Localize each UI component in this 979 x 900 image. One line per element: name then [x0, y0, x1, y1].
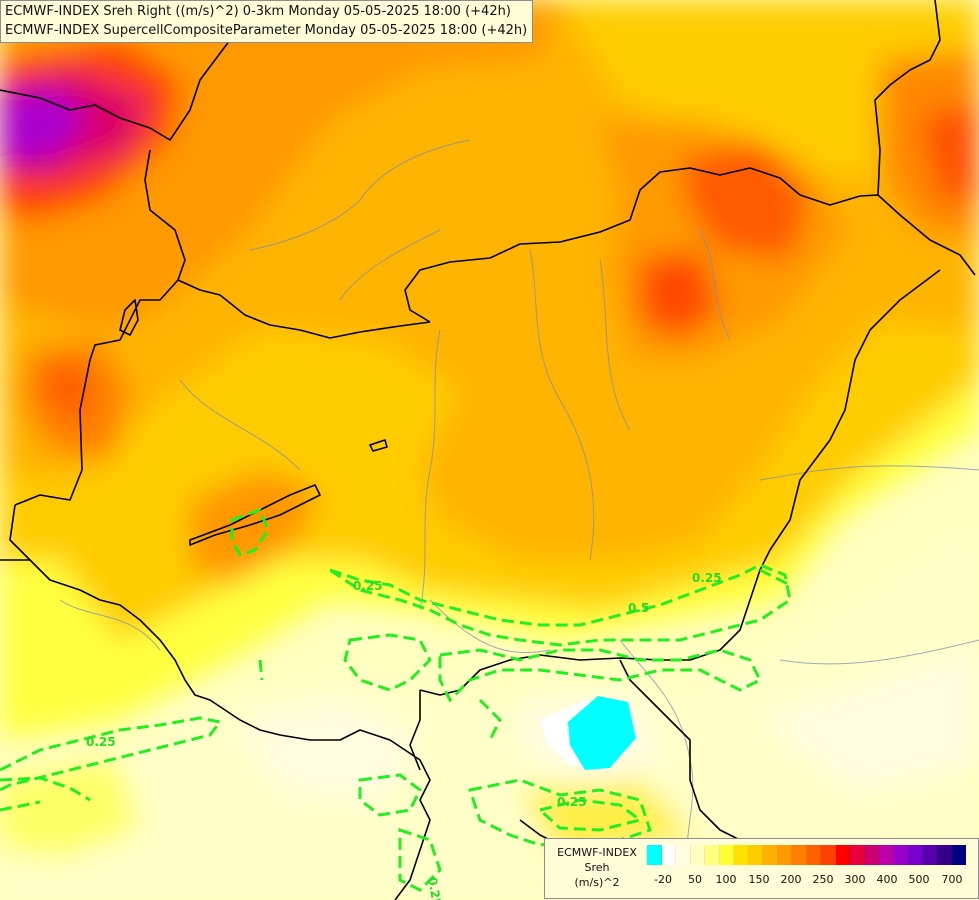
legend-tick-label: 50 [688, 873, 702, 886]
legend-tick-label: 250 [812, 873, 834, 886]
legend-title: ECMWF-INDEX Sreh (m/s)^2 [551, 845, 643, 890]
legend-swatch [777, 845, 792, 865]
negative-sreh-spot [540, 696, 636, 770]
legend-swatch [850, 845, 865, 865]
legend-swatch [821, 845, 836, 865]
contour-label: 0.5 [628, 601, 649, 615]
legend-swatch [922, 845, 937, 865]
legend-tick-label: 150 [748, 873, 770, 886]
legend-swatch [908, 845, 923, 865]
legend-swatch [748, 845, 763, 865]
legend-tick-label: 400 [876, 873, 898, 886]
legend-ticks: -20 50 100 150 200 250 300 400 500 700 [643, 873, 973, 889]
legend-swatch [719, 845, 734, 865]
title-line-1: ECMWF-INDEX Sreh Right ((m/s)^2) 0-3km M… [5, 4, 511, 19]
contour-label: 0.25 [692, 571, 722, 585]
legend-swatch [893, 845, 908, 865]
color-legend: ECMWF-INDEX Sreh (m/s)^2 -20 50 100 150 200 2… [544, 838, 979, 899]
legend-swatch [835, 845, 850, 865]
legend-swatch [734, 845, 749, 865]
legend-swatch [647, 845, 662, 865]
legend-swatch [951, 845, 966, 865]
legend-swatches [647, 845, 966, 865]
legend-swatch [864, 845, 879, 865]
legend-swatch [879, 845, 894, 865]
legend-tick-label: -20 [654, 873, 672, 886]
legend-tick-label: 100 [715, 873, 737, 886]
legend-tick-label: 500 [908, 873, 930, 886]
contour-label: 0.25 [86, 735, 116, 749]
legend-title-model: ECMWF-INDEX [557, 846, 637, 859]
legend-swatch [705, 845, 720, 865]
legend-tick-label: 200 [780, 873, 802, 886]
legend-swatch [806, 845, 821, 865]
map-title: ECMWF-INDEX Sreh Right ((m/s)^2) 0-3km M… [0, 0, 534, 43]
legend-unit: (m/s)^2 [574, 876, 620, 889]
scp-contours [0, 508, 792, 892]
legend-swatch [937, 845, 952, 865]
legend-tick-label: 300 [844, 873, 866, 886]
legend-swatch [792, 845, 807, 865]
legend-title-param: Sreh [584, 861, 610, 874]
legend-swatch [690, 845, 705, 865]
contour-label: 0.25 [353, 579, 383, 593]
contour-label: 0.25 [425, 876, 444, 900]
title-line-2: ECMWF-INDEX SupercellCompositeParameter … [5, 23, 528, 38]
contour-label: 0.25 [557, 795, 587, 809]
legend-swatch [661, 845, 676, 865]
legend-swatch [676, 845, 691, 865]
legend-tick-label: 700 [941, 873, 963, 886]
contour-label-group: 0.25 0.25 0.5 0.25 0.25 0.25 [86, 571, 722, 900]
legend-swatch [763, 845, 778, 865]
